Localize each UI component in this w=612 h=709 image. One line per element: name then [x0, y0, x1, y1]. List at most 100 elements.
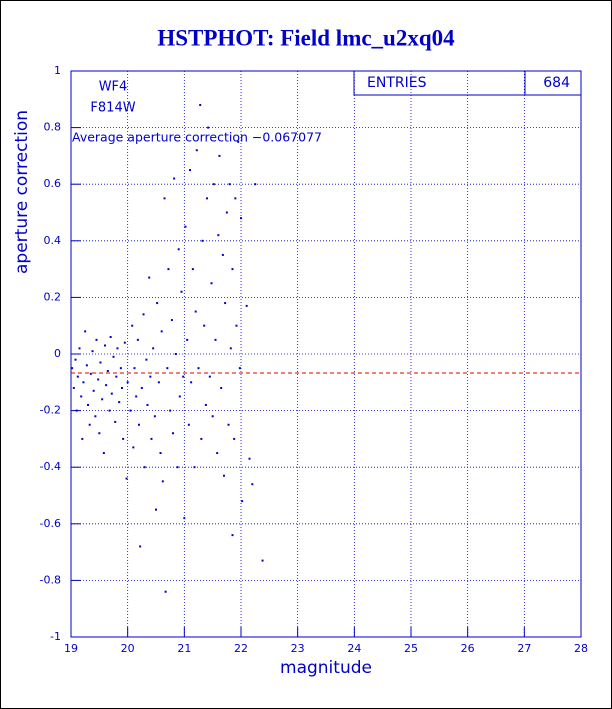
point [122, 437, 125, 440]
point [98, 432, 101, 435]
point [126, 381, 129, 384]
point [92, 389, 95, 392]
point [142, 313, 145, 316]
point [114, 420, 117, 423]
point [166, 367, 169, 370]
y-tick-label: 0 [54, 347, 61, 360]
point [88, 423, 91, 426]
point [178, 395, 181, 398]
point [228, 183, 231, 186]
point [248, 457, 251, 460]
plot-frame [70, 70, 582, 638]
point [190, 381, 193, 384]
x-axis-label: magnitude [280, 658, 372, 678]
point [261, 559, 264, 562]
point [99, 361, 102, 364]
point [149, 375, 152, 378]
point [183, 517, 186, 520]
point [177, 248, 180, 251]
point [110, 392, 113, 395]
point [211, 415, 214, 418]
point [208, 375, 211, 378]
point [199, 103, 202, 106]
point [184, 225, 187, 228]
point [197, 367, 200, 370]
point [136, 338, 139, 341]
point [238, 367, 241, 370]
point [95, 338, 98, 341]
point [148, 276, 151, 279]
point [131, 324, 134, 327]
point [91, 350, 94, 353]
point [160, 330, 163, 333]
x-tick-label: 25 [404, 642, 418, 655]
point [218, 154, 221, 157]
point [125, 477, 128, 480]
point [216, 452, 219, 455]
point [240, 217, 242, 220]
point [84, 330, 87, 333]
point [193, 466, 196, 469]
point [186, 338, 189, 341]
point [164, 590, 167, 593]
point [76, 375, 79, 378]
point [156, 302, 159, 305]
point [201, 239, 204, 242]
y-tick-label: 0.8 [44, 121, 62, 134]
point [173, 177, 176, 180]
point [195, 149, 198, 152]
point [234, 197, 237, 200]
point [145, 358, 148, 361]
point [251, 483, 254, 486]
point [245, 304, 248, 307]
point [223, 474, 225, 477]
point [227, 423, 230, 426]
x-tick-label: 19 [64, 642, 78, 655]
y-tick-label: -0.8 [40, 573, 61, 586]
point [224, 302, 227, 305]
point [132, 446, 135, 449]
point [75, 409, 78, 412]
point [203, 324, 206, 327]
point [123, 341, 126, 344]
x-tick-label: 27 [517, 642, 531, 655]
point [254, 183, 257, 186]
point [139, 545, 142, 548]
y-tick-label: -0.2 [40, 404, 61, 417]
point [169, 409, 172, 412]
point [112, 355, 115, 358]
point [116, 347, 119, 350]
x-tick-label: 24 [347, 642, 361, 655]
point [102, 452, 105, 455]
stats-value: 684 [543, 75, 570, 91]
y-axis-label: aperture correction [12, 110, 32, 274]
point [229, 347, 232, 350]
point [210, 282, 213, 285]
point [115, 375, 118, 378]
point [109, 336, 112, 339]
point [101, 398, 104, 401]
point [167, 268, 170, 271]
point [191, 268, 194, 271]
point [163, 197, 166, 200]
point [241, 500, 244, 503]
x-tick-label: 23 [291, 642, 305, 655]
point [206, 197, 208, 200]
point [233, 437, 236, 440]
point [94, 415, 97, 418]
y-tick-label: 0.6 [44, 177, 62, 190]
point [133, 367, 136, 370]
point [108, 409, 111, 412]
point [170, 319, 173, 322]
y-tick-label: -0.4 [40, 460, 61, 473]
point [80, 395, 83, 398]
point [105, 384, 108, 387]
point [78, 347, 81, 350]
point [97, 378, 100, 381]
point [150, 437, 153, 440]
point [82, 381, 85, 384]
point [200, 437, 203, 440]
